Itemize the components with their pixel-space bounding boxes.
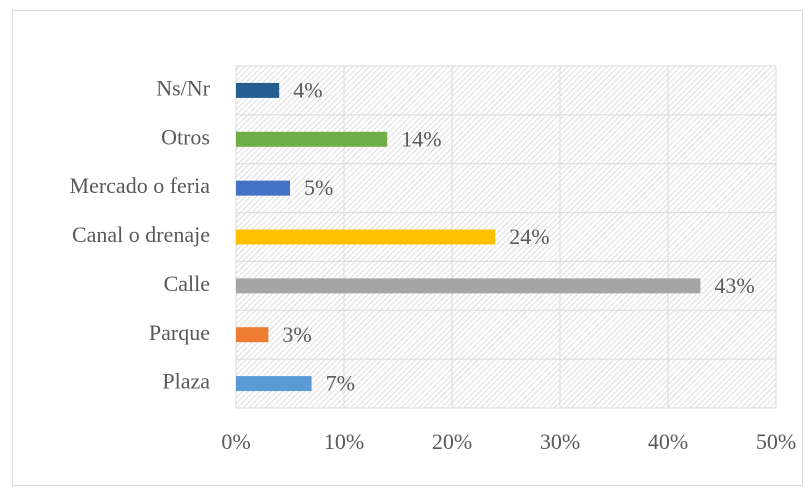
y-tick-label: Parque bbox=[149, 320, 210, 345]
y-tick-label: Otros bbox=[161, 124, 210, 149]
bar bbox=[236, 278, 701, 294]
bar bbox=[236, 376, 312, 392]
data-label: 14% bbox=[401, 126, 441, 151]
data-label: 24% bbox=[509, 224, 549, 249]
y-tick-label: Plaza bbox=[162, 369, 210, 394]
y-tick-label: Mercado o feria bbox=[70, 173, 211, 198]
y-tick-label: Canal o drenaje bbox=[72, 222, 210, 247]
x-tick-label: 20% bbox=[432, 429, 472, 454]
bar bbox=[236, 82, 280, 98]
data-label: 7% bbox=[326, 371, 355, 396]
bar bbox=[236, 180, 290, 196]
y-tick-label: Ns/Nr bbox=[156, 75, 210, 100]
data-label: 3% bbox=[282, 322, 311, 347]
x-tick-label: 50% bbox=[756, 429, 796, 454]
x-tick-label: 10% bbox=[324, 429, 364, 454]
x-tick-label: 40% bbox=[648, 429, 688, 454]
y-tick-label: Calle bbox=[164, 271, 210, 296]
x-tick-label: 0% bbox=[221, 429, 250, 454]
x-tick-label: 30% bbox=[540, 429, 580, 454]
data-label: 43% bbox=[714, 273, 754, 298]
bar bbox=[236, 229, 496, 245]
data-label: 4% bbox=[293, 77, 322, 102]
bar bbox=[236, 131, 388, 147]
bar bbox=[236, 327, 269, 343]
data-label: 5% bbox=[304, 175, 333, 200]
